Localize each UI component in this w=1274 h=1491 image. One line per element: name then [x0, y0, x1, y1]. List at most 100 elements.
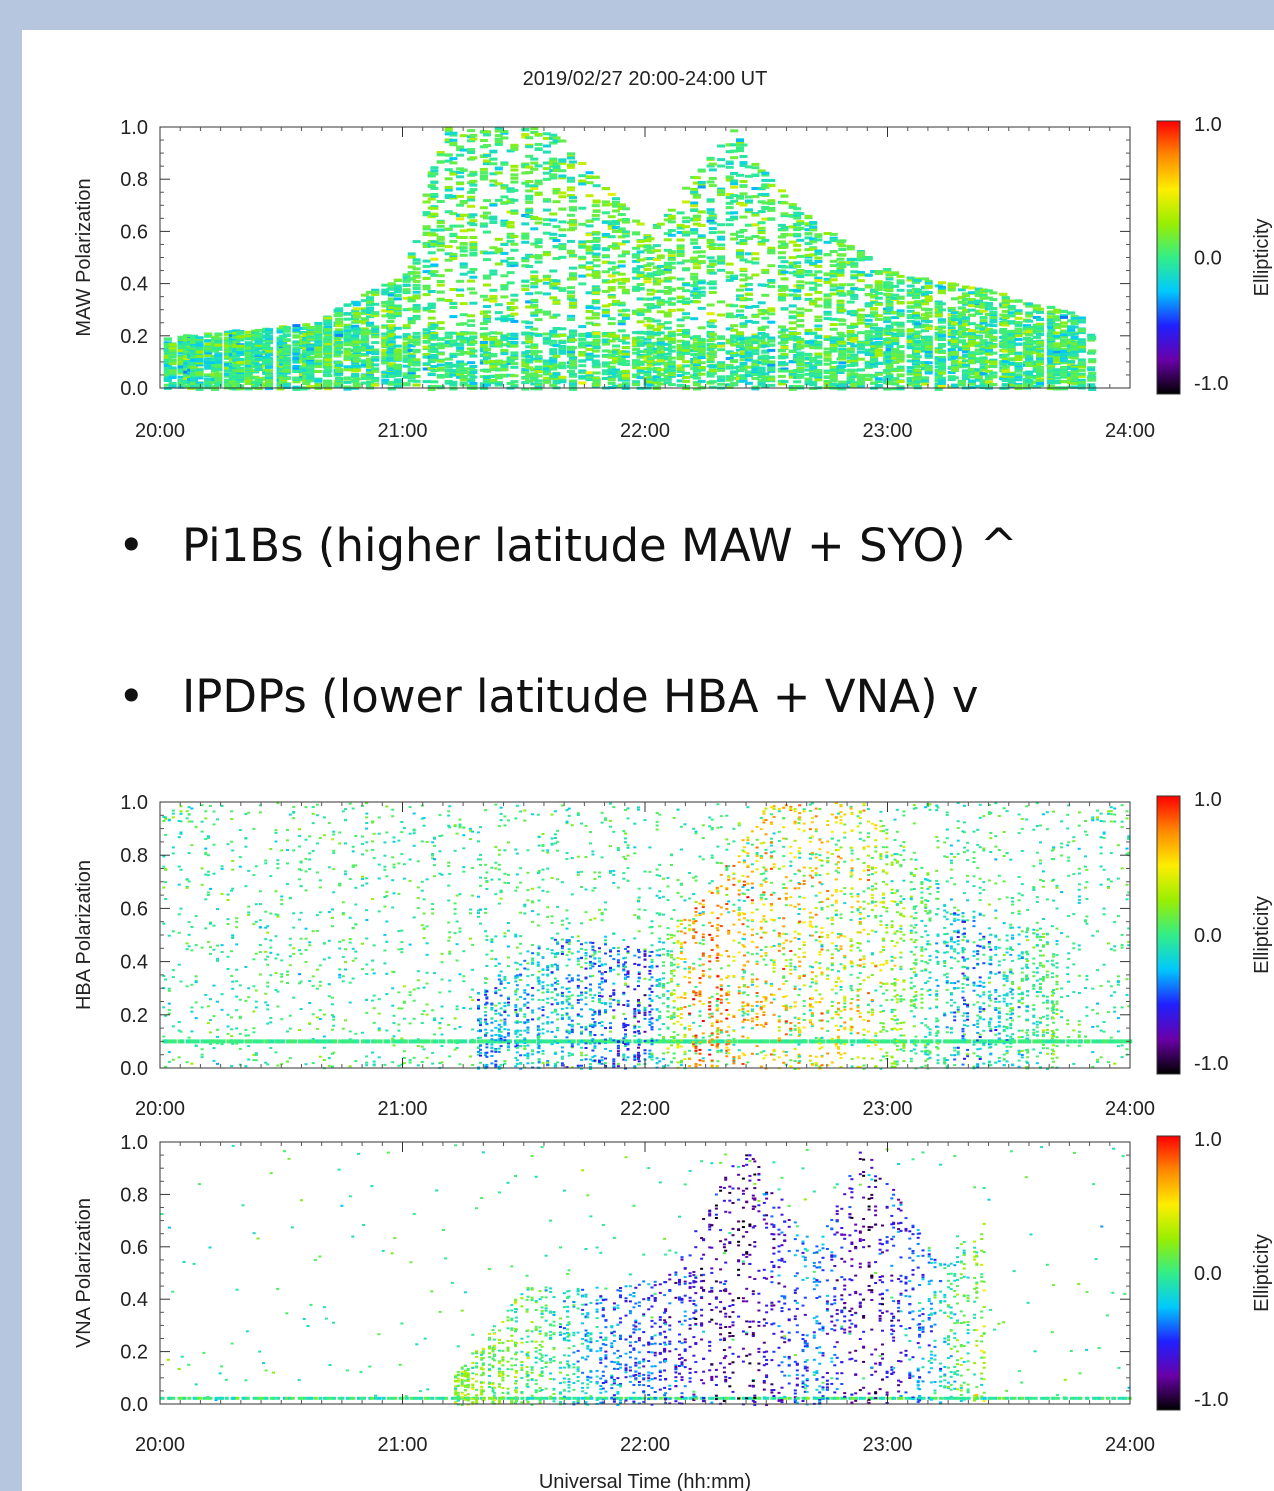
- heatmap-cell: [692, 338, 701, 341]
- heatmap-cell: [796, 212, 805, 216]
- heatmap-cell: [467, 204, 476, 208]
- heatmap-cell: [402, 283, 411, 287]
- heatmap-cell: [530, 303, 539, 307]
- heatmap-cell: [552, 372, 561, 376]
- heatmap-cell: [617, 339, 626, 343]
- heatmap-cell: [682, 387, 691, 391]
- heatmap-cell: [459, 332, 468, 336]
- heatmap-cell: [510, 354, 519, 358]
- heatmap-cell: [324, 374, 333, 378]
- heatmap-cell: [343, 380, 352, 384]
- heatmap-cell: [656, 289, 665, 293]
- heatmap-cell: [525, 208, 534, 212]
- heatmap-cell: [444, 368, 453, 372]
- heatmap-cell: [190, 349, 198, 353]
- heatmap-cell: [730, 149, 739, 153]
- heatmap-cell: [534, 379, 543, 383]
- heatmap-cell: [612, 348, 620, 352]
- heatmap-cell: [730, 211, 739, 215]
- heatmap-cell: [682, 301, 691, 304]
- heatmap-cell: [736, 334, 744, 338]
- heatmap-cell: [592, 244, 601, 247]
- heatmap-cell: [621, 308, 630, 312]
- heatmap-cell: [366, 306, 374, 310]
- heatmap-cell: [459, 148, 468, 152]
- heatmap-cell: [780, 285, 789, 289]
- heatmap-cell: [500, 162, 509, 166]
- heatmap-cell: [632, 361, 641, 365]
- heatmap-cell: [663, 377, 672, 381]
- heatmap-cell: [552, 344, 561, 348]
- heatmap-cell: [436, 359, 445, 363]
- heatmap-cell: [314, 350, 323, 354]
- heatmap-cell: [612, 357, 620, 361]
- heatmap-cell: [402, 333, 411, 337]
- heatmap-cell: [717, 257, 726, 261]
- heatmap-cell: [402, 326, 411, 329]
- heatmap-cell: [708, 216, 717, 220]
- heatmap-cell: [717, 342, 726, 346]
- heatmap-cell: [254, 347, 263, 351]
- heatmap-cell: [381, 349, 390, 353]
- heatmap-cell: [656, 359, 665, 363]
- heatmap-cell: [530, 270, 539, 274]
- heatmap-cell: [739, 358, 748, 362]
- heatmap-cell: [534, 310, 543, 314]
- heatmap-cell: [393, 380, 402, 384]
- heatmap-cell: [489, 338, 498, 342]
- heatmap-cell: [549, 356, 558, 360]
- heatmap-cell: [706, 374, 715, 378]
- heatmap-cell: [585, 316, 594, 320]
- heatmap-cell: [592, 258, 601, 262]
- heatmap-cell: [422, 276, 431, 280]
- heatmap-cell: [708, 286, 717, 290]
- heatmap-cell: [407, 368, 416, 372]
- heatmap-cell: [730, 179, 739, 183]
- heatmap-cell: [265, 339, 273, 343]
- heatmap-cell: [386, 371, 395, 375]
- heatmap-cell: [717, 255, 726, 259]
- heatmap-cell: [643, 308, 652, 312]
- heatmap-cell: [607, 220, 616, 224]
- heatmap-cell: [436, 280, 445, 283]
- heatmap-cell: [730, 340, 739, 344]
- heatmap-cell: [549, 218, 558, 222]
- heatmap-cell: [578, 353, 587, 357]
- heatmap-cell: [656, 325, 665, 329]
- heatmap-cell: [838, 292, 847, 296]
- heatmap-cell: [690, 190, 699, 194]
- heatmap-cell: [829, 327, 838, 331]
- heatmap-cell: [730, 304, 739, 308]
- heatmap-cell: [393, 287, 402, 291]
- heatmap-cell: [591, 359, 600, 363]
- heatmap-cell: [456, 343, 465, 347]
- heatmap-cell: [612, 197, 620, 201]
- heatmap-cell: [254, 365, 263, 369]
- heatmap-cell: [739, 362, 748, 365]
- heatmap-cell: [804, 293, 813, 297]
- heatmap-cell: [494, 262, 503, 266]
- heatmap-cell: [371, 341, 380, 345]
- heatmap-cell: [690, 187, 699, 191]
- heatmap-cell: [489, 352, 498, 356]
- heatmap-cell: [585, 194, 594, 198]
- heatmap-cell: [366, 323, 374, 327]
- heatmap-cell: [607, 303, 616, 307]
- heatmap-cell: [542, 367, 551, 371]
- heatmap-cell: [578, 240, 587, 244]
- heatmap-cell: [163, 352, 172, 356]
- heatmap-cell: [530, 215, 539, 219]
- heatmap-cell: [393, 368, 402, 372]
- heatmap-cell: [846, 283, 855, 287]
- heatmap-cell: [525, 180, 534, 183]
- heatmap-cell: [592, 345, 601, 349]
- heatmap-cell: [530, 367, 539, 371]
- heatmap-cell: [612, 243, 620, 247]
- heatmap-cell: [767, 366, 776, 370]
- heatmap-cell: [667, 340, 676, 344]
- heatmap-cell: [506, 221, 515, 225]
- heatmap-cell: [449, 380, 458, 384]
- heatmap-cell: [578, 381, 587, 385]
- heatmap-cell: [381, 304, 390, 308]
- heatmap-cell: [393, 335, 402, 339]
